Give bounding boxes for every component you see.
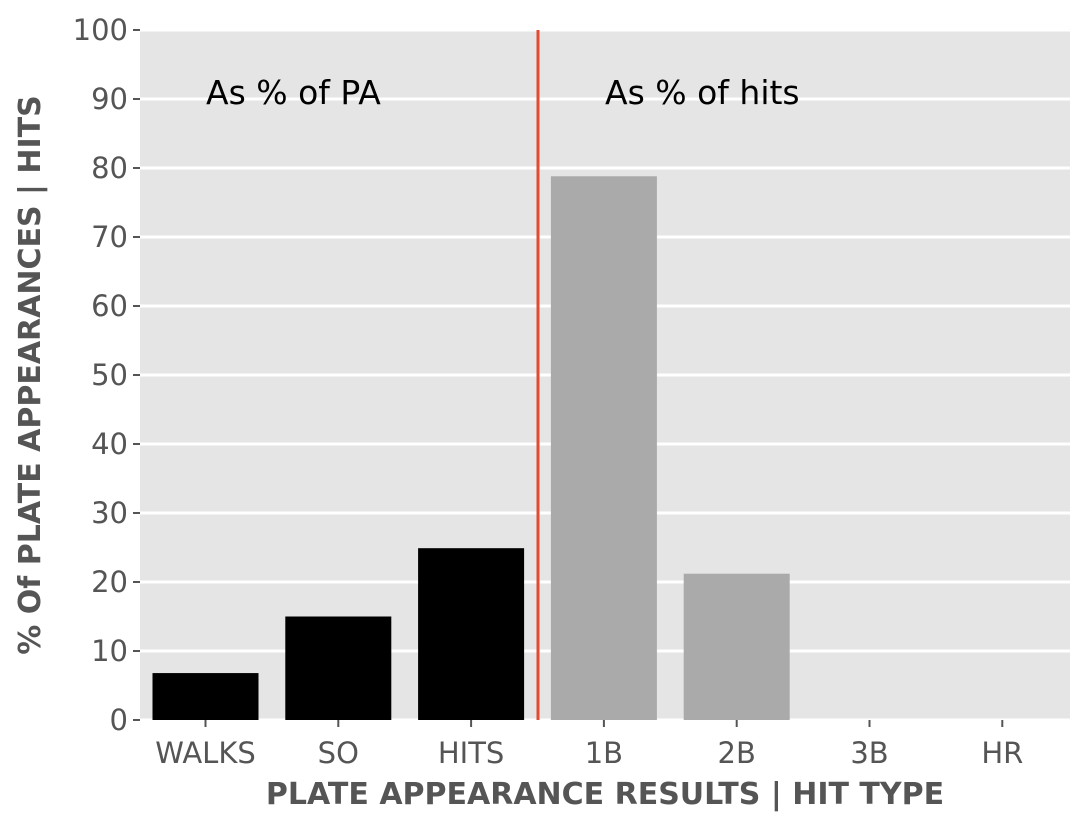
x-tick-label: 3B xyxy=(850,736,888,770)
y-axis: 0 10 20 30 40 50 60 70 80 90 100 xyxy=(73,13,140,737)
x-tick-label: SO xyxy=(318,736,359,770)
bars xyxy=(152,176,790,720)
annotation-hits: As % of hits xyxy=(605,73,800,112)
y-tick-label: 80 xyxy=(91,151,128,185)
y-tick-label: 60 xyxy=(91,289,128,323)
bar-2b xyxy=(683,573,790,720)
y-tick-label: 30 xyxy=(91,496,128,530)
y-tick-label: 100 xyxy=(73,13,128,47)
x-axis: WALKS SO HITS 1B 2B 3B HR xyxy=(155,720,1023,770)
y-tick-label: 10 xyxy=(91,634,128,668)
x-tick-label: WALKS xyxy=(155,736,256,770)
x-axis-title: PLATE APPEARANCE RESULTS | HIT TYPE xyxy=(266,777,944,812)
x-tick-label: HR xyxy=(981,736,1023,770)
bar-1b xyxy=(550,176,657,720)
annotation-pa: As % of PA xyxy=(206,73,381,112)
x-tick-label: HITS xyxy=(438,736,504,770)
bar-hits xyxy=(418,548,525,720)
y-tick-label: 40 xyxy=(91,427,128,461)
y-tick-label: 20 xyxy=(91,565,128,599)
y-tick-label: 0 xyxy=(110,703,128,737)
x-tick-label: 2B xyxy=(718,736,756,770)
y-axis-title: % Of PLATE APPEARANCES | HITS xyxy=(13,95,48,655)
bar-so xyxy=(285,616,392,720)
y-tick-label: 90 xyxy=(91,82,128,116)
y-tick-label: 70 xyxy=(91,220,128,254)
bar-walks xyxy=(152,673,259,720)
y-tick-label: 50 xyxy=(91,358,128,392)
x-tick-label: 1B xyxy=(585,736,623,770)
